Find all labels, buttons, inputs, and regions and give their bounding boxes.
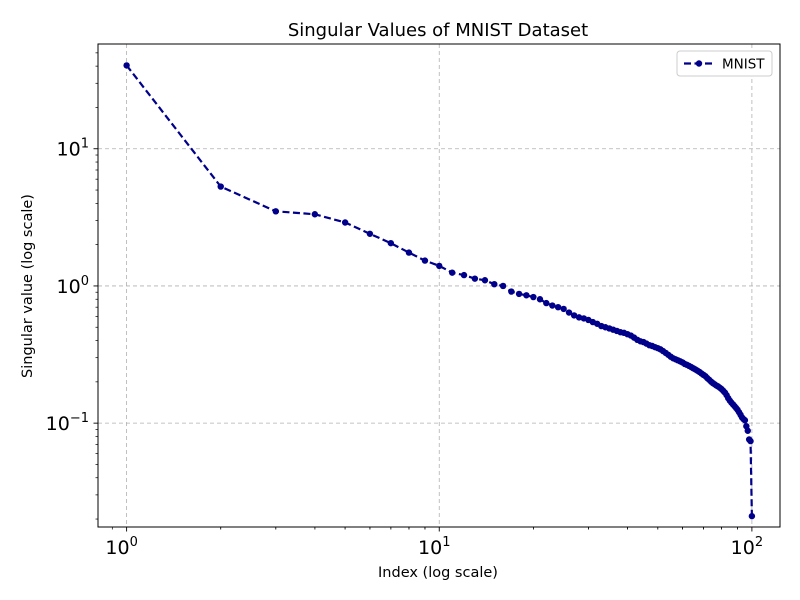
data-point <box>748 512 756 520</box>
data-point <box>570 312 578 319</box>
y-axis-label: Singular value (log scale) <box>20 194 36 378</box>
data-point <box>575 314 583 321</box>
ticks: 100 101 102 10−1 100 101 <box>46 52 763 559</box>
data-point <box>272 208 279 215</box>
data-point <box>471 275 479 282</box>
y-tick-label: 101 <box>57 137 89 161</box>
data-point <box>554 304 562 311</box>
x-tick-label: 102 <box>731 535 763 559</box>
legend-label: MNIST <box>722 57 765 73</box>
data-point <box>460 271 468 279</box>
data-point <box>744 427 751 434</box>
data-point <box>530 293 537 301</box>
y-tick-label: 10−1 <box>46 411 89 435</box>
data-point <box>341 219 349 226</box>
data-point <box>515 290 523 298</box>
series-layer <box>123 62 756 520</box>
data-point <box>421 257 429 264</box>
data-point <box>543 299 550 307</box>
chart-title: Singular Values of MNIST Dataset <box>288 20 588 41</box>
legend-marker <box>695 60 703 67</box>
data-point <box>436 262 443 270</box>
data-point <box>405 249 413 256</box>
x-tick-label: 100 <box>105 535 137 559</box>
data-point <box>747 437 754 445</box>
data-point <box>491 280 498 288</box>
data-point <box>523 292 530 299</box>
data-point <box>311 211 319 218</box>
grid <box>98 44 780 527</box>
data-point <box>741 417 749 424</box>
x-axis-label: Index (log scale) <box>378 565 498 581</box>
data-point <box>217 183 224 190</box>
data-point <box>549 302 556 309</box>
data-point <box>536 296 544 303</box>
data-point <box>366 230 374 237</box>
data-point <box>508 288 515 295</box>
data-point <box>387 239 395 247</box>
data-point <box>481 277 489 284</box>
data-point <box>565 309 573 316</box>
legend: MNIST <box>676 50 773 77</box>
data-point <box>560 305 567 313</box>
x-tick-label: 101 <box>418 535 450 559</box>
y-tick-label: 100 <box>57 274 89 298</box>
data-point <box>448 269 456 276</box>
legend-box <box>676 50 773 77</box>
data-point <box>123 62 130 69</box>
data-point <box>499 282 507 290</box>
